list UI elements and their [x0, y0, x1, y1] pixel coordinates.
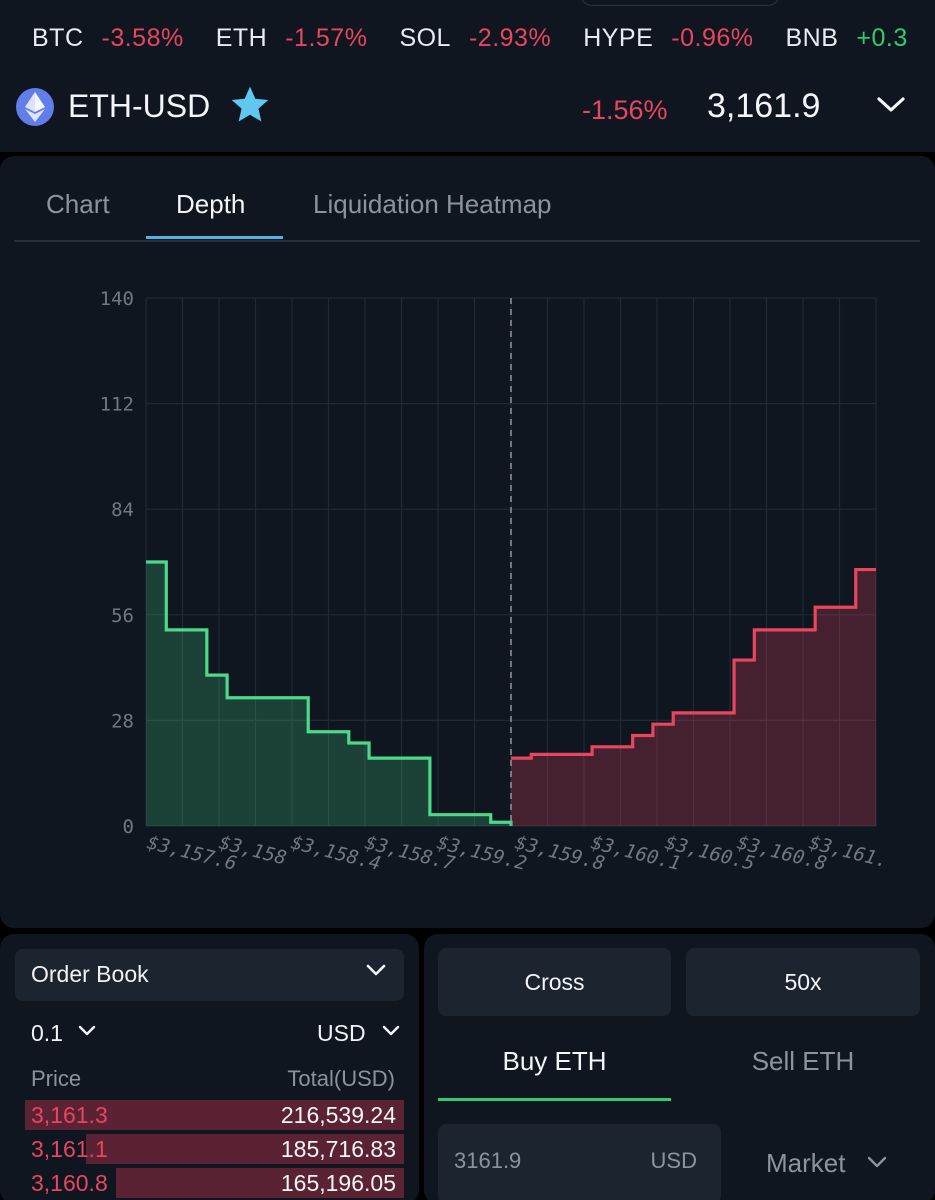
ask-price: 3,160.8	[31, 1170, 108, 1196]
pair-24h-change: -1.56%	[582, 95, 668, 125]
ticker-strip[interactable]: BTC -3.58% ETH -1.57% SOL -2.93% HYPE -0.96%…	[32, 24, 935, 53]
ticker-item[interactable]: ETH -1.57%	[216, 24, 368, 53]
ticker-item[interactable]: BNB +0.3	[786, 24, 908, 53]
tab-liquidation-heatmap[interactable]: Liquidation Heatmap	[313, 189, 552, 219]
depth-bar	[85, 1134, 404, 1164]
trade-panel: Cross 50x Buy ETH Sell ETH 3161.9 USD Ma…	[424, 934, 935, 1200]
ticker-change: -1.57%	[285, 24, 368, 52]
margin-mode-button[interactable]: Cross	[438, 948, 671, 1016]
bids-area	[146, 562, 511, 826]
leverage-button[interactable]: 50x	[686, 948, 920, 1016]
chevron-down-icon[interactable]	[78, 1024, 96, 1042]
ticker-symbol: BTC	[32, 24, 84, 52]
ticker-symbol: BNB	[785, 24, 839, 52]
column-header-price: Price	[31, 1066, 82, 1091]
chart-tabs: Chart Depth Liquidation Heatmap	[14, 156, 920, 242]
eth-coin-icon	[16, 88, 54, 126]
price-input[interactable]: 3161.9 USD	[438, 1124, 721, 1200]
market-header: BTC -3.58% ETH -1.57% SOL -2.93% HYPE -0.96%…	[0, 0, 935, 152]
asks-depth-line	[511, 567, 876, 760]
ticker-symbol: SOL	[399, 24, 451, 52]
y-tick-label: 84	[111, 499, 134, 521]
favorite-star-icon[interactable]	[228, 83, 272, 132]
y-tick-label: 140	[100, 288, 134, 310]
active-side-indicator	[438, 1098, 671, 1101]
chevron-down-icon[interactable]	[382, 1024, 400, 1042]
buy-tab[interactable]: Buy ETH	[502, 1046, 607, 1076]
ticker-change: -2.93%	[468, 24, 552, 52]
asks-area	[511, 569, 876, 826]
tab-depth[interactable]: Depth	[176, 189, 246, 219]
chart-panel: Chart Depth Liquidation Heatmap 140 112 84…	[0, 156, 935, 928]
chevron-down-icon	[366, 963, 386, 982]
tick-size-select[interactable]: 0.1	[31, 1020, 63, 1046]
sell-tab[interactable]: Sell ETH	[751, 1046, 855, 1076]
price-input-value: 3161.9	[454, 1148, 522, 1173]
pair-name: ETH-USD	[68, 88, 211, 124]
bids-depth-line	[146, 560, 513, 826]
y-tick-label: 56	[111, 605, 134, 627]
ask-row[interactable]: 3,160.8 165,196.05	[25, 1168, 404, 1198]
order-type-select[interactable]: Market	[766, 1148, 846, 1178]
ticker-item[interactable]: BTC -3.58%	[32, 24, 184, 53]
pair-last-price: 3,161.9	[707, 87, 821, 125]
y-tick-label: 28	[111, 710, 134, 732]
order-book-panel: Order Book 0.1 USD Price Total(USD) 3,16…	[0, 934, 419, 1200]
top-handle	[580, 0, 780, 6]
ask-row[interactable]: 3,161.1 185,716.83	[25, 1134, 404, 1164]
ask-total: 185,716.83	[280, 1136, 396, 1162]
ticker-item[interactable]: SOL -2.93%	[399, 24, 551, 53]
ticker-change: -3.58%	[101, 24, 184, 52]
ask-row[interactable]: 3,161.3 216,539.24	[25, 1100, 404, 1130]
ask-price: 3,161.1	[31, 1136, 108, 1162]
price-input-unit: USD	[650, 1148, 697, 1173]
y-tick-label: 112	[100, 394, 134, 416]
tab-chart[interactable]: Chart	[46, 189, 110, 219]
ticker-change: +0.3	[856, 24, 908, 52]
unit-select[interactable]: USD	[317, 1020, 366, 1046]
ticker-change: -0.96%	[671, 24, 754, 52]
order-book-selector-label: Order Book	[31, 961, 149, 987]
order-book-selector[interactable]: Order Book	[15, 949, 404, 1001]
ask-total: 165,196.05	[280, 1170, 396, 1196]
ticker-symbol: ETH	[215, 24, 268, 52]
pair-selector[interactable]: ETH-USD -1.56% 3,161.9	[0, 78, 935, 138]
ticker-symbol: HYPE	[583, 24, 654, 52]
ticker-item[interactable]: HYPE -0.96%	[583, 24, 753, 53]
chevron-down-icon[interactable]	[867, 1156, 887, 1174]
column-header-total: Total(USD)	[287, 1066, 395, 1091]
ask-price: 3,161.3	[31, 1102, 108, 1128]
chevron-down-icon[interactable]	[876, 94, 906, 121]
active-tab-indicator	[146, 236, 283, 239]
depth-bar	[25, 1100, 404, 1130]
ask-total: 216,539.24	[280, 1102, 396, 1128]
depth-bar	[115, 1168, 404, 1198]
y-tick-label: 0	[123, 816, 134, 838]
